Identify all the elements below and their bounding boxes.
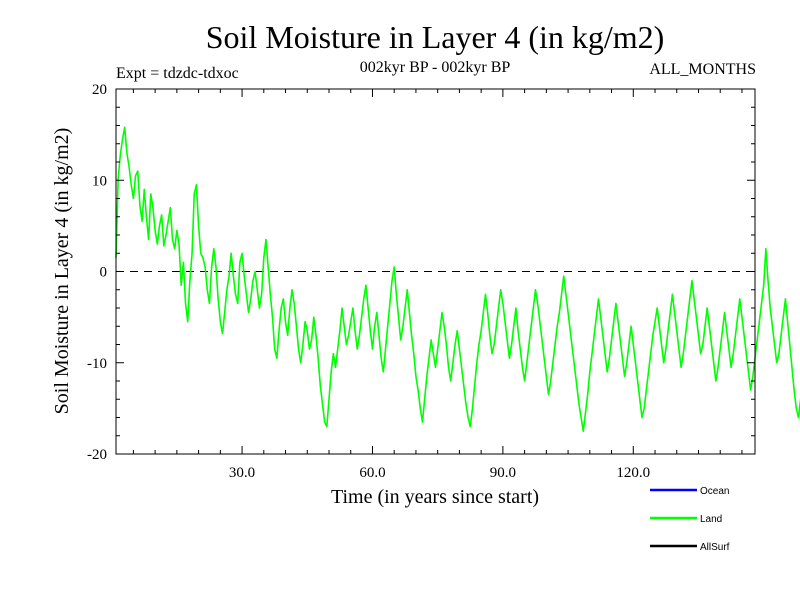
chart-subtitle-center: 002kyr BP - 002kyr BP: [360, 59, 511, 76]
y-tick-label: 10: [92, 173, 107, 189]
y-tick-label: -10: [87, 356, 107, 372]
y-axis-label: Soil Moisture in Layer 4 (in kg/m2): [51, 128, 73, 415]
y-tick-label: 20: [92, 82, 107, 98]
x-tick-label: 120.0: [616, 465, 650, 481]
legend-label-ocean: Ocean: [700, 486, 729, 497]
chart-title: Soil Moisture in Layer 4 (in kg/m2): [206, 19, 665, 55]
y-tick-label: -20: [87, 447, 107, 463]
series-line-land: [115, 126, 800, 432]
x-axis-label: Time (in years since start): [331, 486, 539, 508]
chart-subtitle-right: ALL_MONTHS: [649, 61, 756, 78]
legend-label-allsurf: AllSurf: [700, 542, 730, 553]
x-tick-label: 60.0: [359, 465, 385, 481]
legend-label-land: Land: [700, 514, 722, 525]
chart-subtitle-left: Expt = tdzdc-tdxoc: [116, 65, 239, 82]
x-tick-label: 30.0: [229, 465, 255, 481]
x-tick-label: 90.0: [490, 465, 516, 481]
y-tick-label: 0: [100, 265, 108, 281]
